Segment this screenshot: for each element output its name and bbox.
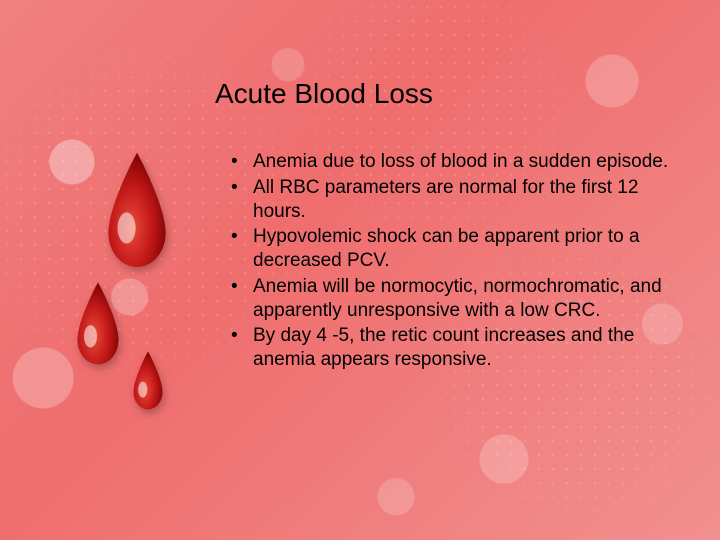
- slide-content: Acute Blood Loss Anemia due to loss of b…: [0, 0, 720, 540]
- blood-drop-icon: [98, 150, 176, 280]
- list-item: Hypovolemic shock can be apparent prior …: [225, 225, 685, 273]
- slide-title: Acute Blood Loss: [215, 78, 433, 110]
- list-item: All RBC parameters are normal for the fi…: [225, 176, 685, 224]
- list-item: Anemia will be normocytic, normochromati…: [225, 275, 685, 323]
- bullet-list: Anemia due to loss of blood in a sudden …: [225, 150, 685, 374]
- list-item: By day 4 -5, the retic count increases a…: [225, 324, 685, 372]
- blood-drop-icon: [70, 280, 126, 374]
- blood-drop-icon: [128, 350, 168, 416]
- list-item: Anemia due to loss of blood in a sudden …: [225, 150, 685, 174]
- blood-drops-graphic: [70, 150, 210, 450]
